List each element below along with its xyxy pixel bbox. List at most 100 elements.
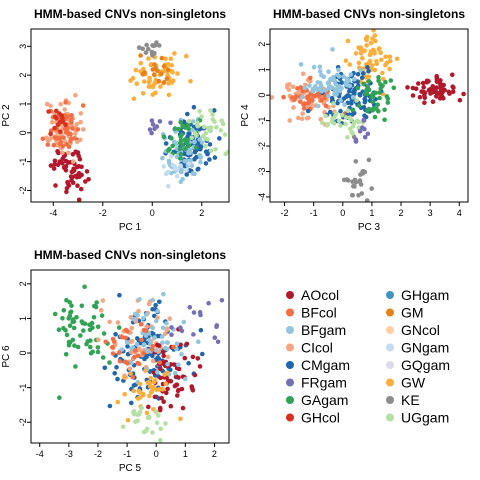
- point-BFgam: [183, 376, 188, 382]
- point-AOcol: [146, 404, 151, 410]
- point-GW: [364, 43, 370, 48]
- y-tick-label: -1: [18, 158, 28, 166]
- point-BFgam: [124, 340, 130, 345]
- y-tick-label: 2: [18, 281, 28, 286]
- point-BFgam: [338, 98, 343, 103]
- y-tick-label: 0: [257, 93, 267, 98]
- point-UGgam: [131, 411, 137, 417]
- point-UGgam: [203, 143, 208, 149]
- point-GW: [372, 67, 378, 73]
- point-GW: [372, 33, 378, 38]
- point-GW: [379, 57, 384, 63]
- point-GW: [366, 74, 372, 80]
- point-UGgam: [354, 98, 359, 103]
- point-CIcol: [291, 105, 296, 110]
- point-GAgam: [70, 337, 76, 343]
- point-AOcol: [461, 91, 466, 97]
- y-tick-label: -2: [18, 186, 28, 194]
- panel-title: HMM-based CNVs non-singletons: [34, 248, 226, 262]
- point-GW: [163, 381, 169, 386]
- point-CMgam: [186, 360, 191, 366]
- point-UGgam: [150, 430, 155, 435]
- point-GAgam: [78, 333, 83, 338]
- point-AOcol: [168, 378, 174, 384]
- point-BFcol: [72, 136, 77, 141]
- legend-marker-BFcol: [286, 308, 294, 317]
- point-GAgam: [365, 108, 370, 114]
- point-BFgam: [336, 67, 341, 73]
- point-AOcol: [158, 375, 163, 381]
- point-AOcol: [84, 169, 90, 174]
- point-AOcol: [73, 149, 78, 155]
- point-GW: [345, 38, 351, 44]
- point-CMgam: [125, 344, 130, 349]
- point-UGgam: [158, 437, 163, 443]
- x-tick-label: 2: [212, 449, 217, 459]
- point-GAgam: [95, 324, 101, 330]
- point-BFcol: [75, 127, 81, 132]
- point-AOcol: [421, 84, 427, 90]
- point-FRgam: [357, 128, 363, 134]
- point-UGgam: [210, 112, 215, 117]
- y-tick-label: -1: [257, 117, 267, 125]
- point-GAgam: [383, 79, 388, 85]
- point-GAgam: [355, 85, 361, 91]
- point-BFgam: [331, 74, 336, 80]
- point-KE: [359, 191, 365, 196]
- legend-marker-GM: [386, 308, 394, 317]
- y-axis-label: PC 4: [240, 104, 251, 127]
- point-BFcol: [117, 358, 123, 364]
- point-GW: [380, 70, 385, 76]
- point-FRgam: [214, 323, 220, 328]
- point-BFcol: [110, 351, 116, 356]
- point-GW: [172, 51, 177, 56]
- point-CMgam: [207, 142, 213, 147]
- point-BFgam: [196, 339, 201, 345]
- point-UGgam: [214, 124, 219, 130]
- point-AOcol: [76, 153, 81, 159]
- point-AOcol: [60, 156, 65, 162]
- point-FRgam: [215, 339, 221, 345]
- point-CIcol: [306, 115, 311, 120]
- point-BFgam: [144, 348, 150, 353]
- point-BFcol: [171, 344, 176, 350]
- point-BFcol: [65, 125, 70, 131]
- point-AOcol: [434, 77, 440, 83]
- legend-marker-BFgam: [286, 326, 294, 334]
- point-KE: [345, 178, 351, 183]
- point-UGgam: [208, 108, 213, 113]
- point-BFgam: [144, 312, 149, 317]
- y-tick-label: -2: [257, 142, 267, 150]
- point-GW: [383, 54, 389, 60]
- point-BFgam: [350, 95, 356, 100]
- plot-frame: [269, 28, 469, 203]
- point-KE: [364, 198, 370, 202]
- legend-label-KE: KE: [401, 392, 420, 408]
- point-CMgam: [198, 144, 204, 149]
- point-GAgam: [64, 332, 70, 338]
- point-AOcol: [441, 96, 446, 101]
- point-GW: [148, 375, 153, 381]
- point-AOcol: [66, 160, 71, 165]
- point-GAgam: [68, 309, 74, 315]
- point-GAgam: [382, 117, 387, 123]
- point-GW: [150, 92, 155, 97]
- point-GAgam: [377, 90, 382, 95]
- point-BFgam: [319, 89, 325, 94]
- point-GM: [161, 63, 167, 69]
- point-GAgam: [366, 79, 372, 84]
- point-BFgam: [131, 316, 136, 322]
- point-CMgam: [212, 155, 218, 160]
- point-AOcol: [76, 164, 82, 169]
- point-AOcol: [437, 96, 443, 101]
- point-CIcol: [164, 326, 170, 331]
- point-GAgam: [185, 137, 190, 143]
- point-BFgam: [129, 346, 134, 351]
- point-KE: [350, 179, 355, 184]
- points-layer: [52, 284, 225, 443]
- point-AOcol: [53, 183, 58, 188]
- point-BFcol: [116, 350, 122, 356]
- point-AOcol: [165, 386, 170, 392]
- y-tick-label: -1: [18, 384, 28, 392]
- point-GNgam: [184, 168, 189, 173]
